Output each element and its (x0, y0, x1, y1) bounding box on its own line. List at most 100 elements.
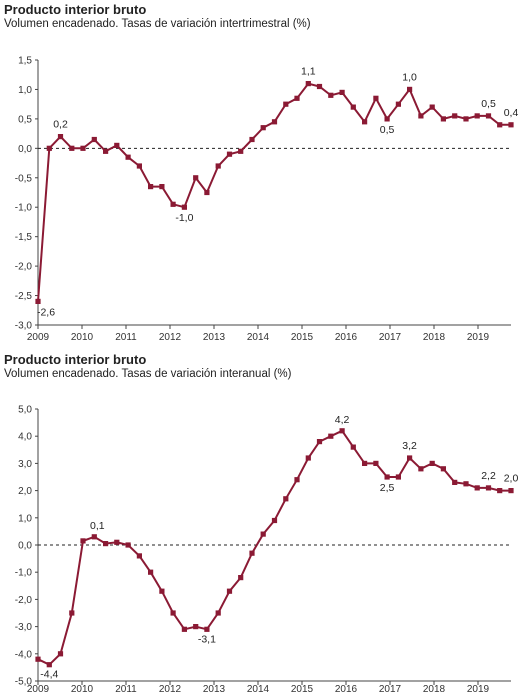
x-tick-label: 2016 (335, 332, 358, 343)
data-point (283, 496, 289, 502)
x-tick-label: 2012 (159, 684, 182, 695)
x-tick-label: 2010 (71, 684, 94, 695)
data-point (170, 201, 176, 207)
data-point (407, 86, 413, 92)
data-point (440, 466, 446, 472)
x-tick-label: 2014 (247, 332, 270, 343)
data-point (463, 481, 469, 487)
data-label: 1,0 (402, 71, 417, 83)
x-tick-label: 2019 (467, 332, 490, 343)
data-point (46, 662, 52, 668)
data-point (260, 125, 266, 131)
data-point (57, 651, 64, 657)
x-tick-label: 2011 (115, 684, 137, 695)
data-point (452, 113, 458, 119)
data-label: 4,2 (335, 414, 350, 426)
chart-subtitle: Volumen encadenado. Tasas de variación i… (4, 18, 311, 30)
chart-title: Producto interior bruto (4, 2, 147, 17)
data-point (474, 485, 480, 491)
data-point (103, 148, 109, 154)
data-point (440, 116, 446, 122)
x-tick-label: 2009 (27, 332, 50, 343)
x-tick-label: 2010 (71, 332, 94, 343)
data-point (260, 531, 266, 537)
y-tick-label: -3,0 (15, 622, 33, 633)
data-point (463, 116, 469, 122)
data-point (181, 204, 187, 210)
data-point (204, 626, 210, 632)
x-tick-label: 2013 (203, 332, 226, 343)
data-point (474, 113, 480, 119)
data-point (238, 148, 244, 154)
y-tick-label: -2,0 (15, 595, 33, 606)
y-tick-label: 1,0 (18, 85, 32, 96)
data-point (226, 151, 233, 157)
data-point (362, 460, 368, 466)
chart-title: Producto interior bruto (4, 352, 147, 367)
y-tick-label: 3,0 (18, 459, 32, 470)
data-label: 0,1 (90, 520, 105, 532)
data-point (305, 81, 311, 87)
data-point (136, 553, 142, 559)
data-point (429, 104, 435, 110)
line-chart-quarterly: 1,5 1,0 0,5 0,0 -0,5 -1,0 -1,5 -2,0 -2,5 -3,02009… (15, 56, 519, 344)
data-point (395, 474, 401, 480)
data-point (271, 517, 278, 524)
data-point (69, 610, 75, 616)
data-point (305, 455, 311, 461)
y-tick-label: -5,0 (15, 677, 33, 688)
data-point (316, 439, 323, 445)
data-point (46, 145, 52, 151)
data-point (91, 136, 97, 143)
y-tick-label: -0,5 (15, 173, 33, 184)
data-point (316, 83, 323, 90)
series-line (37, 429, 511, 666)
y-tick-label: -1,0 (15, 203, 33, 214)
x-tick-label: 2015 (291, 332, 314, 343)
data-point (418, 113, 424, 119)
data-label: 0,5 (380, 124, 395, 136)
data-point (215, 610, 221, 616)
y-tick-label: 0,0 (18, 144, 32, 155)
data-point (181, 626, 187, 632)
data-point (125, 154, 131, 160)
chart-panel-annual: Producto interior bruto Volumen encadena… (0, 350, 529, 696)
y-tick-label: 4,0 (18, 432, 32, 443)
data-point (452, 479, 458, 485)
series-line (37, 82, 511, 302)
x-tick-label: 2012 (159, 332, 182, 343)
data-point (35, 656, 41, 662)
data-point (373, 460, 379, 466)
data-point (497, 122, 503, 128)
y-tick-label: -1,5 (15, 232, 33, 243)
x-tick-label: 2011 (115, 332, 137, 343)
y-tick-label: 2,0 (18, 486, 32, 497)
y-tick-label: 0,5 (18, 114, 32, 125)
y-tick-label: 1,0 (18, 513, 32, 524)
data-point (204, 189, 210, 196)
data-label: 3,2 (402, 440, 417, 452)
data-point (395, 101, 401, 107)
data-point (328, 433, 334, 439)
y-tick-label: -1,0 (15, 568, 33, 579)
data-point (384, 116, 390, 122)
data-point (373, 95, 379, 101)
data-point (249, 550, 255, 556)
data-point (80, 145, 86, 151)
data-point (497, 488, 503, 494)
data-point (35, 298, 41, 304)
data-point (69, 145, 75, 151)
chart-subtitle: Volumen encadenado. Tasas de variación i… (4, 368, 292, 380)
data-point (91, 534, 97, 540)
x-tick-label: 2017 (379, 684, 402, 695)
x-tick-label: 2015 (291, 684, 314, 695)
data-point (429, 460, 435, 466)
y-tick-label: -2,0 (15, 262, 33, 273)
data-point (57, 134, 64, 140)
data-point (350, 444, 356, 450)
data-label: 2,2 (481, 470, 496, 482)
x-tick-label: 2013 (203, 684, 226, 695)
data-point (508, 122, 514, 128)
data-label: -3,1 (198, 633, 216, 645)
data-point (350, 104, 356, 110)
